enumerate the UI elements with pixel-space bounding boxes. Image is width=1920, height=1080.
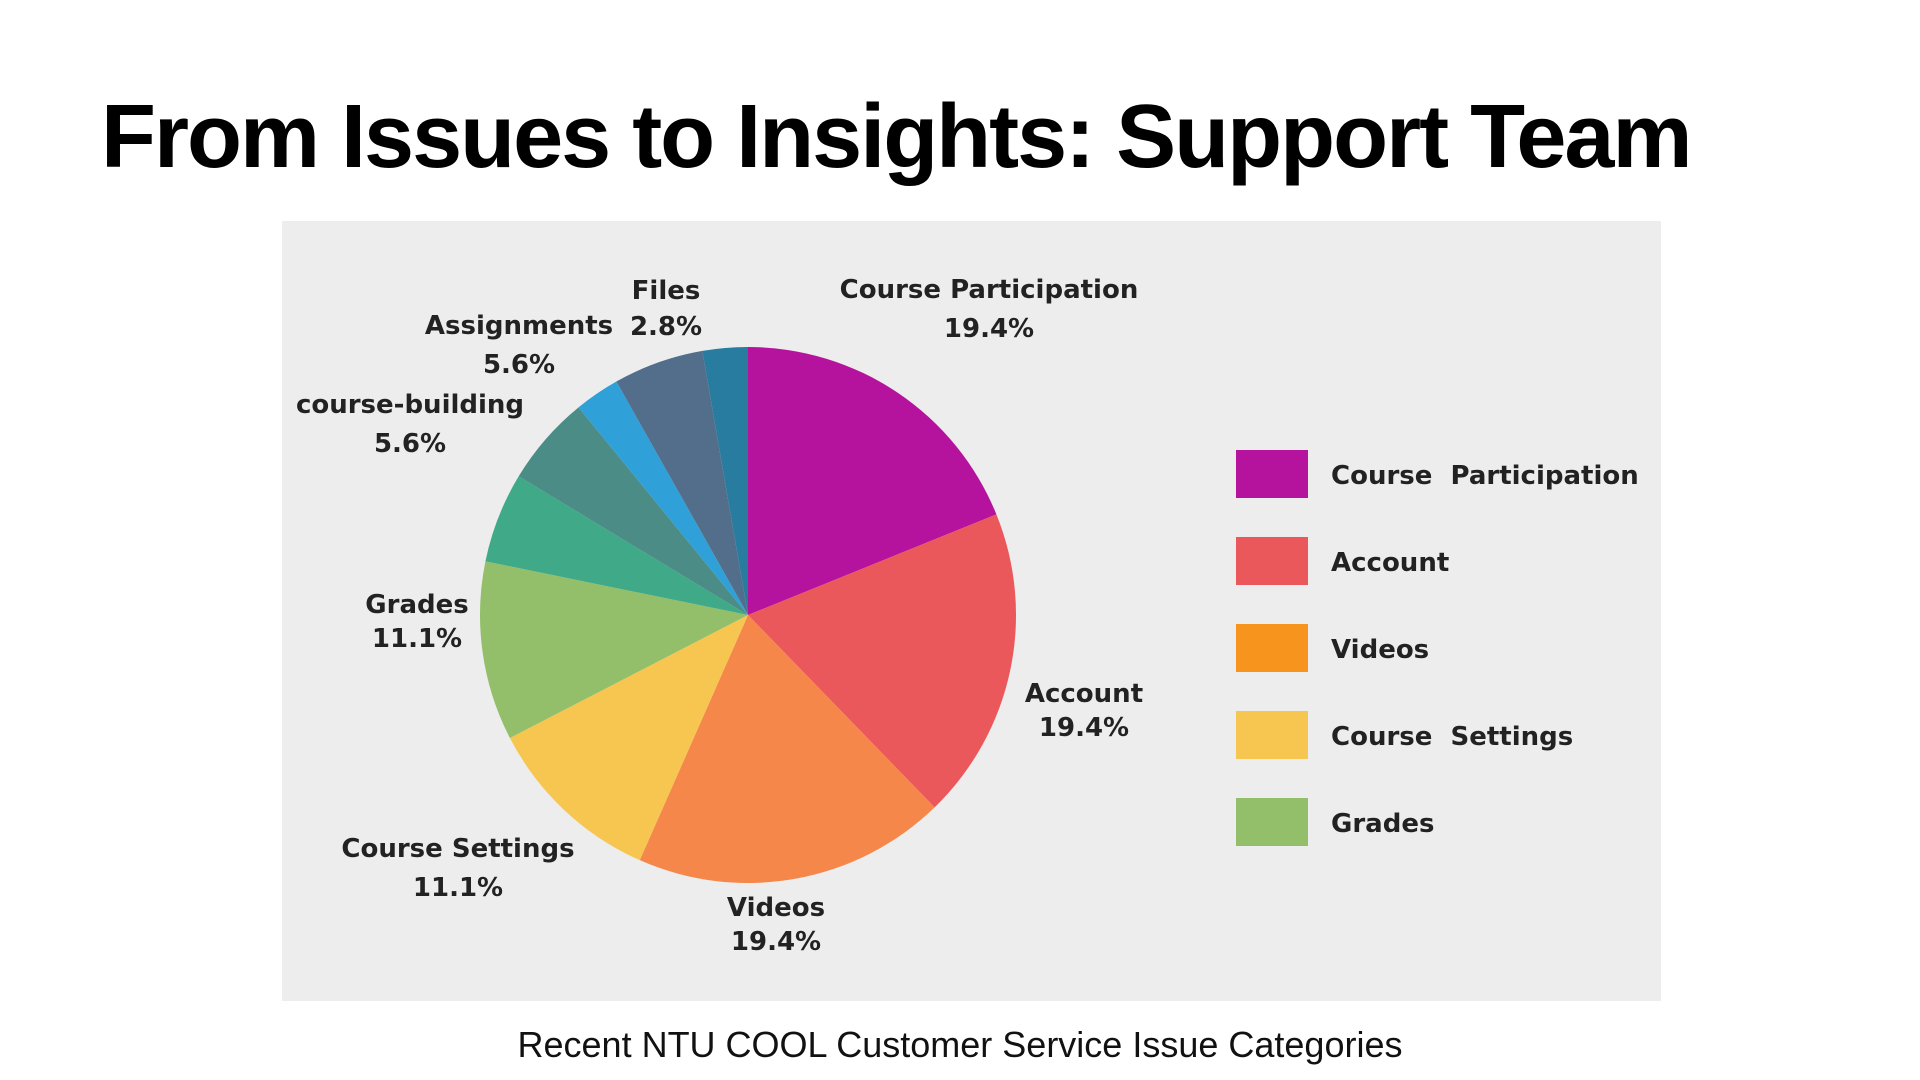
legend-label-course-settings: Course Settings <box>1331 722 1573 752</box>
pie-slice-course-building <box>518 407 748 615</box>
legend-swatch-course-settings <box>1236 711 1308 759</box>
slice-value-grades: 11.1% <box>372 624 462 654</box>
slice-value-assignments: 5.6% <box>483 350 555 380</box>
pie-slice-course-participation <box>748 347 997 615</box>
pie-slice-videos <box>639 615 935 883</box>
slice-label-course-participation: Course Participation <box>840 275 1139 305</box>
legend: Course Participation Account Videos Course … <box>1236 450 1639 846</box>
legend-swatch-videos <box>1236 624 1308 672</box>
pie-slice-unlabeled-9 <box>702 347 748 615</box>
pie-slice-files <box>578 381 748 615</box>
slice-label-course-settings: Course Settings <box>341 834 574 864</box>
pie-slice-unlabeled-5 <box>485 476 748 615</box>
slice-label-grades: Grades <box>365 590 468 620</box>
legend-label-videos: Videos <box>1331 635 1429 665</box>
pie-chart: Course Participation 19.4% Account 19.4% Vid… <box>296 275 1639 957</box>
pie-slice-account <box>748 514 1017 808</box>
slide-title: From Issues to Insights: Support Team <box>101 87 1693 187</box>
legend-swatch-grades <box>1236 798 1308 846</box>
slice-value-course-building: 5.6% <box>374 429 446 459</box>
chart-panel: Course Participation 19.4% Account 19.4% Vid… <box>282 221 1661 1001</box>
slice-labels: Course Participation 19.4% Account 19.4% Vid… <box>296 275 1143 957</box>
legend-label-grades: Grades <box>1331 809 1434 839</box>
slice-value-course-settings: 11.1% <box>413 873 503 903</box>
slice-value-account: 19.4% <box>1039 713 1129 743</box>
pie-slices <box>479 347 1017 883</box>
slice-value-videos: 19.4% <box>731 927 821 957</box>
slice-value-files: 2.8% <box>630 312 702 342</box>
pie-slice-grades <box>479 561 748 738</box>
slice-label-course-building: course-building <box>296 390 524 420</box>
legend-swatch-account <box>1236 537 1308 585</box>
slice-label-files: Files <box>632 276 701 306</box>
slice-label-assignments: Assignments <box>425 311 613 341</box>
legend-swatch-course-participation <box>1236 450 1308 498</box>
legend-label-account: Account <box>1331 548 1449 578</box>
pie-slice-course-settings <box>509 615 748 861</box>
slice-value-course-participation: 19.4% <box>944 314 1034 344</box>
chart-caption: Recent NTU COOL Customer Service Issue C… <box>517 1024 1403 1065</box>
slice-label-videos: Videos <box>727 893 825 923</box>
slice-label-account: Account <box>1025 679 1143 709</box>
legend-label-course-participation: Course Participation <box>1331 461 1639 491</box>
pie-slice-assignments <box>616 350 748 615</box>
